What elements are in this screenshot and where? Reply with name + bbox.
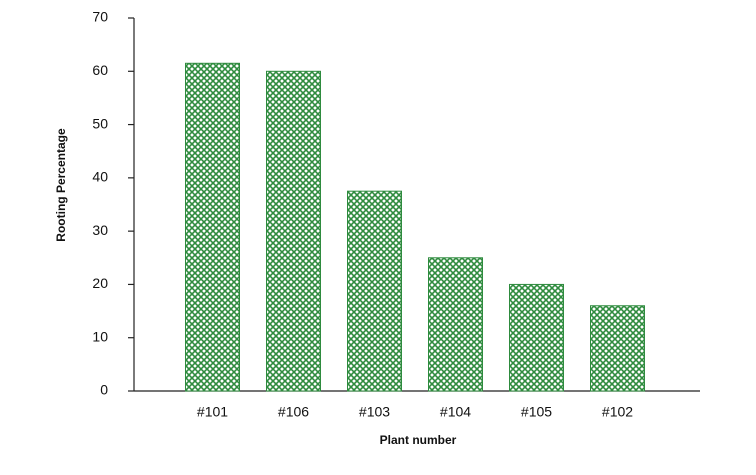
y-tick-label: 0 <box>100 382 108 398</box>
bar <box>428 257 483 392</box>
y-tick-label: 10 <box>92 328 108 344</box>
x-axis-label: Plant number <box>380 433 457 447</box>
y-axis-label: Rooting Percentage <box>54 128 68 242</box>
x-tick-label: #102 <box>602 404 633 420</box>
y-tick-label: 70 <box>92 9 108 25</box>
bar <box>266 70 321 392</box>
x-tick-label: #103 <box>359 404 390 420</box>
x-tick-label: #101 <box>197 404 228 420</box>
bar <box>590 305 645 392</box>
x-tick-label: #105 <box>521 404 552 420</box>
y-tick-label: 20 <box>92 275 108 291</box>
y-tick-label: 30 <box>92 222 108 238</box>
x-tick-label: #106 <box>278 404 309 420</box>
y-tick-label: 40 <box>92 169 108 185</box>
bar <box>185 62 240 392</box>
x-tick-label: #104 <box>440 404 471 420</box>
y-tick-label: 60 <box>92 62 108 78</box>
y-tick-label: 50 <box>92 115 108 131</box>
bar <box>509 283 564 392</box>
bar <box>347 190 402 392</box>
